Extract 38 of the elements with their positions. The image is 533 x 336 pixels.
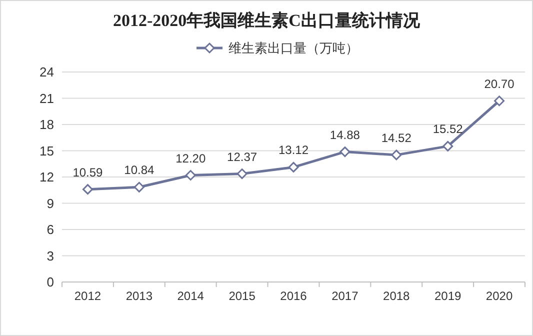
x-tick-label: 2014 xyxy=(177,289,204,303)
x-tick-label: 2019 xyxy=(434,289,462,303)
point xyxy=(288,162,299,172)
y-tick-label: 18 xyxy=(40,117,54,132)
point xyxy=(82,184,93,195)
y-tick-label: 24 xyxy=(40,64,54,80)
point xyxy=(340,146,350,158)
x-tick-label: 2015 xyxy=(228,289,256,303)
data-label: 14.88 xyxy=(330,128,360,142)
x-tick-label: 2017 xyxy=(332,289,359,303)
data-label: 12.37 xyxy=(227,150,258,164)
y-tick-label: 12 xyxy=(40,170,54,184)
x-tick-label: 2020 xyxy=(486,289,513,303)
x-tick-label: 2016 xyxy=(280,289,308,303)
data-label: 20.70 xyxy=(484,76,515,91)
y-tick-label: 6 xyxy=(46,222,54,237)
point xyxy=(391,150,402,160)
point xyxy=(494,96,505,106)
point xyxy=(134,182,144,192)
point xyxy=(236,168,248,180)
chart-title: 2012-2020年我国维生素C出口量统计情况 xyxy=(113,11,421,30)
x-tick-label: 2012 xyxy=(74,289,102,303)
x-tick-label: 2018 xyxy=(383,289,410,303)
data-label: 14.52 xyxy=(381,130,412,145)
y-tick-label: 0 xyxy=(46,274,54,290)
point xyxy=(185,170,196,180)
data-label: 10.84 xyxy=(124,163,155,178)
x-tick-label: 2013 xyxy=(126,289,153,303)
data-label: 13.12 xyxy=(278,143,309,158)
data-label: 12.20 xyxy=(176,151,206,166)
data-label: 10.59 xyxy=(72,165,104,180)
y-tick-label: 3 xyxy=(46,248,54,264)
legend-label: 维生素出口量（万吨） xyxy=(228,40,358,56)
y-tick-label: 15 xyxy=(40,143,54,158)
point xyxy=(442,140,454,152)
data-label: 15.52 xyxy=(432,122,464,136)
y-tick-label: 21 xyxy=(40,90,54,106)
y-tick-label: 9 xyxy=(46,196,54,211)
